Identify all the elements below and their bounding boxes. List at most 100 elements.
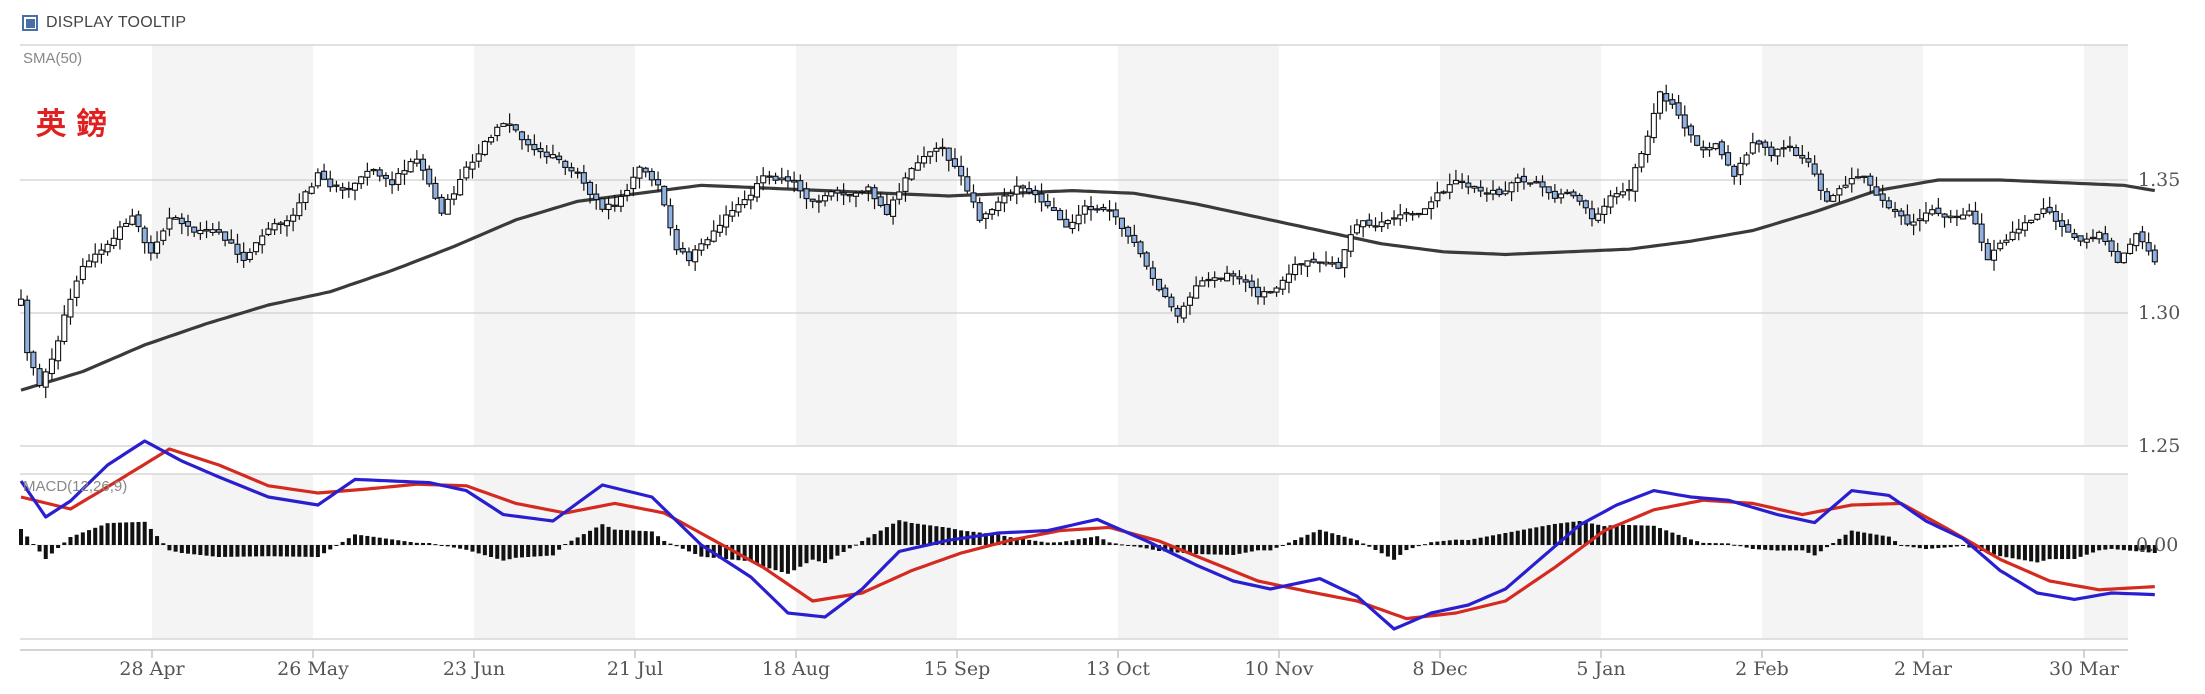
macd-histogram-bar bbox=[309, 545, 314, 557]
candle-down bbox=[1984, 242, 1991, 261]
candle-down bbox=[2108, 240, 2115, 252]
candle-up bbox=[1459, 180, 1466, 184]
checkbox-icon[interactable] bbox=[22, 15, 38, 31]
candle-up bbox=[209, 229, 216, 233]
candle-up bbox=[704, 239, 711, 246]
macd-histogram-bar bbox=[1651, 525, 1656, 545]
macd-histogram-bar bbox=[1620, 524, 1625, 545]
candle-up bbox=[1656, 91, 1664, 114]
macd-histogram-bar bbox=[1695, 541, 1700, 545]
candle-down bbox=[1477, 186, 1484, 192]
candle-up bbox=[1842, 184, 1849, 188]
macd-histogram-bar bbox=[940, 527, 945, 545]
macd-histogram-bar bbox=[476, 545, 481, 554]
macd-histogram-bar bbox=[1051, 542, 1056, 545]
candle-down bbox=[580, 172, 587, 184]
candle-up bbox=[1502, 190, 1509, 195]
candle-down bbox=[1564, 191, 1571, 195]
candle-up bbox=[1075, 214, 1082, 225]
candle-up bbox=[995, 201, 1002, 212]
candlesticks bbox=[17, 84, 2158, 399]
candle-up bbox=[1854, 176, 1861, 179]
macd-histogram-bar bbox=[408, 542, 413, 545]
candle-down bbox=[2139, 231, 2146, 243]
macd-histogram-bar bbox=[526, 545, 531, 557]
candle-up bbox=[1384, 219, 1391, 225]
candle-down bbox=[2065, 224, 2072, 233]
macd-histogram-bar bbox=[2022, 545, 2027, 561]
macd-histogram-bar bbox=[1540, 526, 1545, 545]
x-date-label: 5 Jan bbox=[1576, 658, 1625, 680]
macd-histogram-bar bbox=[229, 545, 234, 557]
candle-up bbox=[1737, 162, 1744, 176]
sma50-line bbox=[20, 178, 2156, 392]
candle-down bbox=[1793, 147, 1800, 157]
candle-down bbox=[1755, 140, 1763, 145]
x-date-label: 28 Apr bbox=[119, 658, 185, 680]
candle-up bbox=[271, 223, 278, 231]
candle-up bbox=[815, 200, 822, 203]
macd-y-tick-label: 0.00 bbox=[2136, 534, 2178, 556]
macd-histogram-bar bbox=[680, 545, 685, 549]
candle-down bbox=[1576, 194, 1583, 202]
macd-histogram-bar bbox=[1509, 531, 1514, 545]
macd-histogram-bar bbox=[1243, 545, 1248, 553]
macd-histogram-bar bbox=[761, 545, 766, 567]
candle-down bbox=[1694, 135, 1701, 146]
candle-up bbox=[1428, 201, 1435, 210]
macd-histogram-bar bbox=[1905, 545, 1910, 547]
candle-up bbox=[760, 175, 767, 184]
macd-histogram-bar bbox=[2103, 545, 2108, 550]
candle-down bbox=[178, 217, 185, 225]
candle-down bbox=[1768, 146, 1775, 157]
candle-up bbox=[1644, 135, 1651, 156]
macd-histogram-bar bbox=[1985, 545, 1990, 553]
macd-histogram-bar bbox=[1546, 525, 1551, 545]
macd-histogram-bar bbox=[1064, 541, 1069, 545]
macd-histogram-bar bbox=[575, 537, 580, 545]
candle-down bbox=[667, 205, 674, 229]
macd-histogram-bar bbox=[1571, 521, 1576, 545]
candle-up bbox=[729, 209, 736, 217]
macd-histogram-bar bbox=[1552, 523, 1557, 545]
macd-histogram-bar bbox=[550, 545, 555, 556]
candle-down bbox=[1087, 205, 1095, 211]
candle-up bbox=[2127, 243, 2134, 255]
candle-up bbox=[617, 195, 624, 207]
candle-up bbox=[1929, 209, 1936, 215]
candle-down bbox=[2145, 242, 2152, 252]
candle-down bbox=[2046, 206, 2053, 213]
candle-up bbox=[753, 183, 761, 198]
macd-histogram-bar bbox=[427, 543, 432, 545]
macd-histogram-bar bbox=[915, 523, 920, 545]
candle-down bbox=[642, 167, 649, 173]
candle-down bbox=[1520, 175, 1528, 183]
candle-down bbox=[655, 179, 662, 186]
macd-histogram-bar bbox=[124, 522, 129, 545]
display-tooltip-toggle[interactable]: DISPLAY TOOLTIP bbox=[22, 12, 186, 34]
macd-histogram-bar bbox=[1367, 545, 1372, 547]
macd-histogram-bar bbox=[2010, 545, 2015, 559]
candle-up bbox=[1632, 167, 1639, 192]
macd-histogram-bar bbox=[1058, 542, 1063, 545]
candle-up bbox=[500, 123, 507, 127]
macd-histogram-bar bbox=[841, 545, 846, 552]
candle-up bbox=[1211, 277, 1218, 281]
macd-histogram-bar bbox=[866, 537, 871, 545]
macd-histogram-bar bbox=[792, 545, 797, 571]
macd-histogram-bar bbox=[971, 531, 976, 545]
candle-up bbox=[890, 199, 897, 217]
macd-histogram-bar bbox=[1126, 545, 1131, 546]
x-date-label: 2 Mar bbox=[1894, 658, 1953, 680]
macd-histogram-bar bbox=[247, 545, 252, 557]
macd-histogram-bar bbox=[223, 545, 228, 557]
candle-down bbox=[2114, 250, 2121, 263]
candle-down bbox=[1582, 200, 1589, 209]
candle-up bbox=[1409, 213, 1416, 216]
candle-down bbox=[191, 226, 198, 233]
candle-up bbox=[865, 186, 872, 192]
macd-histogram-bar bbox=[1676, 534, 1681, 545]
candle-down bbox=[1106, 209, 1113, 212]
macd-histogram-bar bbox=[779, 545, 784, 572]
macd-histogram-bar bbox=[1076, 539, 1081, 545]
